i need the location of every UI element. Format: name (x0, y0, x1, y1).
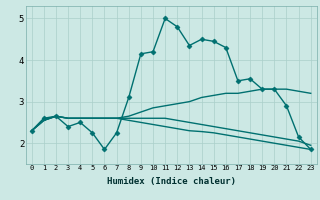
X-axis label: Humidex (Indice chaleur): Humidex (Indice chaleur) (107, 177, 236, 186)
